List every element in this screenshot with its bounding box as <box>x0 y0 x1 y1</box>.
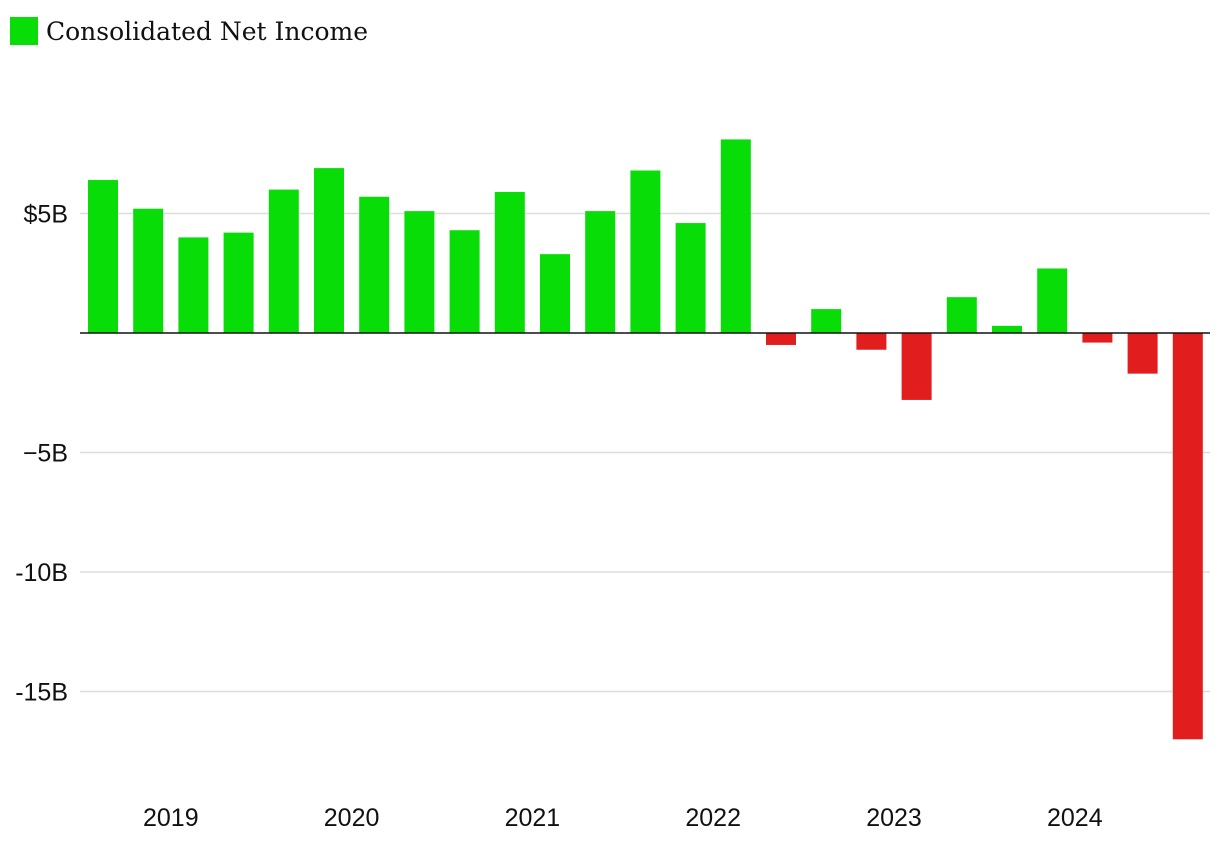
bar <box>856 333 887 350</box>
bars <box>88 139 1203 740</box>
bar <box>1082 333 1113 343</box>
axes: $5B −5B -10B -15B 2019 2020 2021 2022 2023 2024 <box>15 201 1210 832</box>
bar <box>449 230 480 333</box>
bar <box>585 211 616 333</box>
x-tick-label: 2020 <box>324 804 380 832</box>
x-tick-label: 2021 <box>505 804 561 832</box>
bar <box>1172 333 1203 740</box>
bar <box>901 333 932 400</box>
chart-legend: Consolidated Net Income <box>10 14 368 48</box>
bar <box>88 180 118 333</box>
legend-swatch <box>10 17 38 45</box>
bar <box>1037 268 1068 333</box>
y-tick-label: $5B <box>24 201 68 229</box>
bar <box>992 325 1022 333</box>
y-tick-label: −5B <box>23 440 68 468</box>
bar <box>223 232 254 333</box>
bar <box>133 208 164 333</box>
bar <box>946 297 977 333</box>
bar <box>675 223 706 333</box>
x-tick-label: 2023 <box>866 804 922 832</box>
y-tick-label: -15B <box>15 679 68 707</box>
bar <box>1127 333 1158 374</box>
bar <box>494 191 525 333</box>
bar <box>268 189 299 333</box>
x-tick-label: 2022 <box>685 804 741 832</box>
x-tick-label: 2024 <box>1047 804 1103 832</box>
bar <box>178 237 209 333</box>
bar <box>766 333 796 345</box>
bar <box>811 309 842 333</box>
bar <box>404 211 435 333</box>
bar <box>720 139 751 333</box>
legend-label: Consolidated Net Income <box>46 16 369 46</box>
bar <box>359 196 390 333</box>
bar <box>314 168 344 333</box>
y-tick-label: -10B <box>15 559 68 587</box>
bar <box>540 254 570 333</box>
x-tick-label: 2019 <box>143 804 199 832</box>
bar <box>630 170 661 333</box>
